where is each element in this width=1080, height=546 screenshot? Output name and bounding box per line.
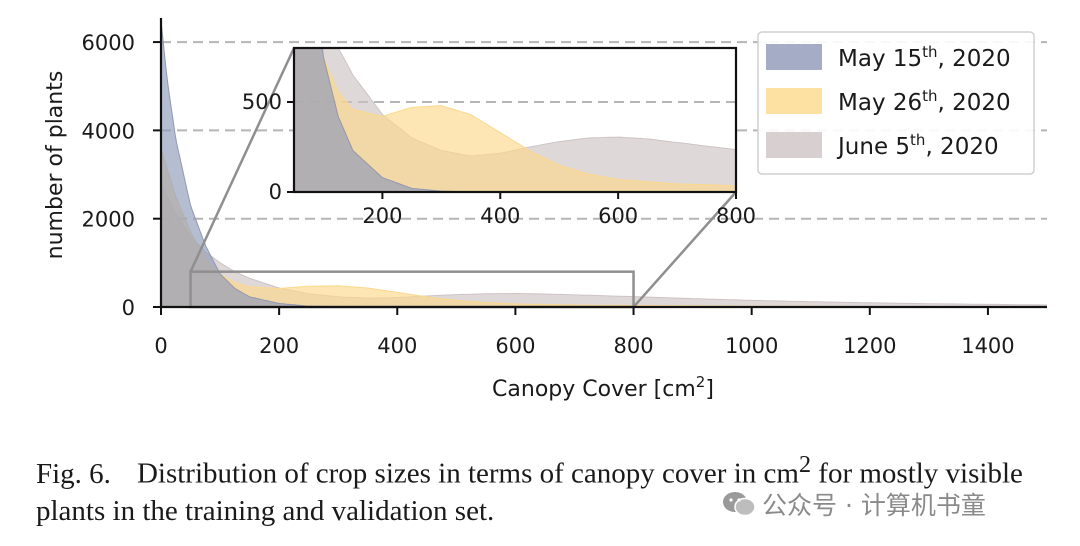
main-axes: [159, 18, 1047, 309]
figure-canvas: 200 400 600 800 0 500 0 200 400 600 800 1000 1200 14…: [43, 18, 1047, 402]
legend-label-0: May 15th, 2020: [838, 43, 1011, 72]
inset-x-tick-label-400: 400: [480, 204, 520, 228]
legend-label-2: June 5th, 2020: [836, 131, 999, 160]
legend-swatch-2: [766, 132, 822, 158]
y-tick-label-0: 0: [122, 296, 135, 320]
y-tick-label-6000: 6000: [82, 31, 135, 55]
figure-caption: Fig. 6. Distribution of crop sizes in ter…: [36, 446, 1066, 530]
inset-ticks: 200 400 600 800 0 500: [242, 90, 756, 228]
x-tick-label-1200: 1200: [843, 334, 896, 358]
caption-label: Fig. 6.: [36, 457, 111, 490]
legend-swatch-0: [766, 44, 822, 70]
x-tick-label-600: 600: [495, 334, 535, 358]
legend: May 15th, 2020 May 26th, 2020 June 5th, 20…: [757, 31, 1035, 175]
inset-y-tick-label-500: 500: [242, 90, 282, 114]
wechat-icon: [723, 492, 756, 517]
inset-area-series-1: [294, 48, 736, 192]
watermark: 公众号 · 计算机书童: [722, 486, 986, 522]
inset-frame: [292, 46, 738, 194]
y-axis-title: number of plants: [43, 71, 68, 260]
x-tick-label-0: 0: [154, 334, 167, 358]
legend-swatch-1: [766, 88, 822, 114]
caption-text: Distribution of crop sizes in terms of c…: [136, 457, 799, 490]
x-axis-title: Canopy Cover [cm2]: [492, 373, 714, 402]
x-tick-label-800: 800: [613, 334, 653, 358]
x-tick-label-1400: 1400: [961, 334, 1014, 358]
y-tick-label-4000: 4000: [82, 119, 135, 143]
caption-text-end: for mostly visible plants in the trainin…: [36, 457, 1023, 527]
legend-label-1: May 26th, 2020: [838, 87, 1011, 116]
watermark-text: 公众号 · 计算机书童: [762, 491, 986, 520]
x-tick-label-200: 200: [259, 334, 299, 358]
zoom-connector-right: [632, 191, 737, 308]
legend-frame: [757, 31, 1035, 175]
x-tick-label-400: 400: [377, 334, 417, 358]
inset-y-tick-label-0: 0: [269, 180, 282, 204]
y-tick-label-2000: 2000: [82, 208, 135, 232]
inset-x-tick-label-600: 600: [598, 204, 638, 228]
inset-plot-areas: [294, 48, 736, 192]
caption-sup: 2: [798, 451, 812, 478]
inset-x-tick-label-800: 800: [716, 204, 756, 228]
x-tick-label-1000: 1000: [725, 334, 778, 358]
inset-x-tick-label-200: 200: [362, 204, 402, 228]
zoom-connector-left: [189, 47, 296, 273]
